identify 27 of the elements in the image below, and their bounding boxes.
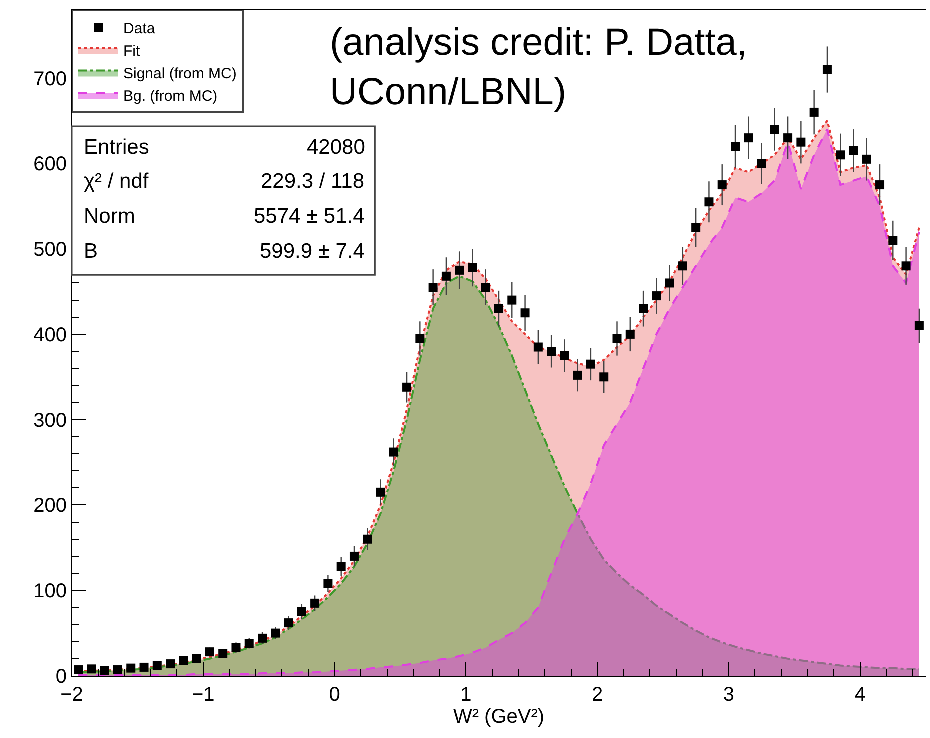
annotation: Entries <box>84 136 150 159</box>
y-tick-label: 400 <box>34 324 67 346</box>
annotation: 229.3 / 118 <box>261 170 365 193</box>
annotation: χ² / ndf <box>84 170 149 193</box>
x-tick-label: 2 <box>592 684 604 706</box>
x-tick-label: 4 <box>854 684 866 706</box>
x-tick-label: 1 <box>460 684 472 706</box>
annotation: Norm <box>84 205 136 228</box>
y-tick-label: 500 <box>34 239 67 262</box>
y-tick-label: 700 <box>34 68 67 90</box>
annotation: 599.9 ± 7.4 <box>260 240 366 263</box>
annotation: 5574 ± 51.4 <box>254 205 366 228</box>
annotation: 42080 <box>307 136 366 159</box>
annotation: (analysis credit: P. Datta, UConn/LBNL) <box>330 22 748 114</box>
y-tick-label: 600 <box>34 154 67 176</box>
legend-label: Data <box>124 20 156 38</box>
y-tick-label: 200 <box>34 495 67 518</box>
legend-label: Fit <box>124 43 141 60</box>
legend-label: Bg. (from MC) <box>124 88 218 106</box>
x-tick-label: 0 <box>329 684 340 706</box>
annotation: B <box>84 240 98 263</box>
x-axis-title: W² (GeV²) <box>453 706 545 728</box>
legend-label: Signal (from MC) <box>124 66 237 83</box>
y-tick-label: 300 <box>34 410 67 432</box>
x-tick-label: 3 <box>723 684 734 706</box>
x-tick-label: −1 <box>192 684 215 706</box>
y-tick-label: 100 <box>34 580 67 603</box>
